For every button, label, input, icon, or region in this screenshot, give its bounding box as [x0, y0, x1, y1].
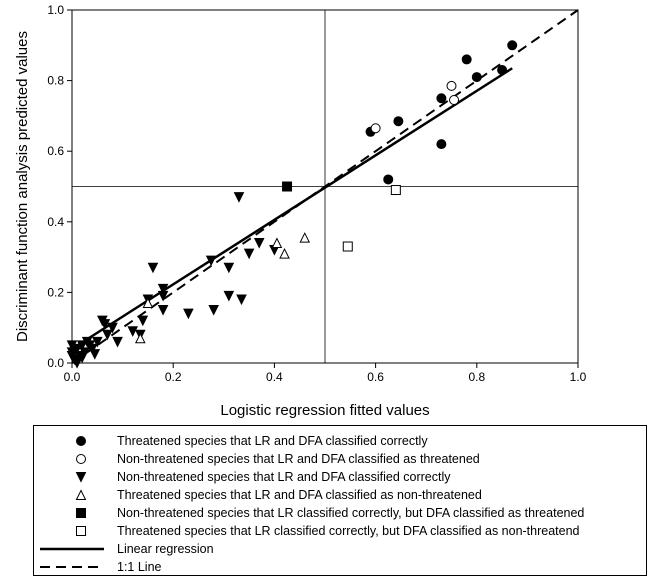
data-point — [205, 255, 217, 267]
legend-marker — [75, 472, 87, 483]
data-point — [89, 349, 101, 360]
y-tick-label: 0.0 — [47, 356, 64, 370]
data-point — [436, 139, 447, 150]
legend-label: Threatened species that LR and DFA class… — [117, 434, 428, 448]
series-5 — [282, 181, 293, 192]
data-point — [127, 326, 139, 337]
data-point — [112, 336, 123, 348]
legend-symbol — [75, 472, 87, 483]
data-point — [271, 237, 283, 248]
data-point — [446, 80, 457, 91]
x-tick-label: 0.8 — [468, 370, 485, 384]
data-point — [370, 123, 381, 134]
data-point — [223, 262, 235, 274]
data-point — [71, 343, 83, 355]
data-point — [243, 248, 255, 260]
data-point — [393, 116, 404, 127]
legend-label: Non-threatened species that LR and DFA c… — [117, 470, 451, 484]
data-point — [253, 237, 265, 249]
legend-marker — [75, 489, 87, 500]
legend-symbol — [40, 566, 104, 568]
data-point — [157, 283, 169, 295]
data-point — [137, 315, 149, 327]
data-point — [449, 95, 460, 106]
legend-label: Non-threatened species that LR and DFA c… — [117, 452, 480, 466]
y-tick-label: 0.6 — [47, 144, 64, 158]
legend-symbol — [75, 489, 87, 500]
series-4 — [135, 232, 311, 344]
data-point — [183, 308, 194, 320]
legend-symbol — [40, 547, 104, 551]
x-tick-label: 0.4 — [266, 370, 283, 384]
x-tick-label: 0.6 — [367, 370, 384, 384]
data-point — [236, 294, 247, 306]
legend-label: Threatened species that LR and DFA class… — [117, 488, 482, 502]
x-tick-label: 0.2 — [165, 370, 182, 384]
legend-label: Threatened species that LR classified co… — [117, 524, 580, 538]
data-point — [91, 336, 103, 348]
y-tick-label: 0.8 — [47, 74, 64, 88]
chart-svg: 0.00.0 0.2 0.2 0.4 0.4 0.6 0.6 0.8 0.8 1.0 1.0 Logi… — [14, 3, 587, 419]
scatter-chart: 0.0 0.0 0.2 0.2 0.4 0.4 0.6 0.6 0.8 0.8 1.0 1.0 Logi… — [14, 3, 587, 419]
legend-label: Linear regression — [117, 542, 214, 556]
y-axis-label: Discriminant function analysis predicted… — [14, 31, 31, 342]
series-1 — [365, 40, 518, 185]
data-point — [86, 343, 98, 355]
data-point — [471, 72, 482, 83]
series-2 — [370, 80, 460, 134]
legend-item: Threatened species that LR classified co… — [34, 522, 646, 540]
legend-marker — [76, 454, 86, 464]
data-point — [342, 241, 353, 252]
legend-symbol — [76, 436, 86, 446]
legend-item: Non-threatened species that LR and DFA c… — [34, 450, 646, 468]
legend: Threatened species that LR and DFA class… — [33, 425, 647, 576]
legend-item: Threatened species that LR and DFA class… — [34, 432, 646, 450]
legend-label: Non-threatened species that LR classifie… — [117, 506, 585, 520]
legend-marker — [76, 436, 86, 446]
data-point — [223, 290, 235, 302]
data-point — [383, 174, 394, 185]
data-point — [79, 347, 90, 359]
data-point — [99, 319, 111, 330]
legend-symbol — [76, 508, 86, 518]
data-point — [461, 54, 472, 65]
legend-item: Threatened species that LR and DFA class… — [34, 486, 646, 504]
x-tick-label: 1.0 — [570, 370, 587, 384]
data-point — [299, 232, 311, 243]
data-point — [157, 290, 169, 302]
identity-line — [71, 9, 579, 364]
x-axis-label: Logistic regression fitted values — [220, 402, 429, 419]
y-tick-label: 0.2 — [47, 285, 64, 299]
x-tick-label: 0.0 — [64, 370, 81, 384]
legend-symbol — [76, 454, 86, 464]
series-6 — [342, 185, 401, 252]
series-3 — [66, 192, 280, 369]
data-point — [233, 192, 245, 203]
legend-marker — [76, 508, 86, 518]
data-point — [436, 93, 447, 104]
data-point — [507, 40, 518, 51]
regression-line — [71, 67, 513, 350]
data-point — [107, 322, 118, 334]
data-point — [142, 297, 154, 308]
data-point — [135, 332, 146, 344]
data-point — [157, 305, 169, 316]
legend-item: Linear regression — [34, 540, 646, 558]
data-point — [76, 340, 88, 351]
legend-item: Non-threatened species that LR classifie… — [34, 504, 646, 522]
data-point — [147, 262, 159, 274]
legend-marker — [76, 526, 86, 536]
legend-item: Non-threatened species that LR and DFA c… — [34, 468, 646, 486]
legend-item: 1:1 Line — [34, 558, 646, 576]
data-point — [390, 185, 401, 196]
data-point — [282, 181, 293, 192]
data-point — [102, 329, 113, 341]
y-tick-label: 1.0 — [47, 3, 64, 17]
data-point — [279, 247, 290, 259]
y-tick-label: 0.4 — [47, 215, 64, 229]
data-point — [497, 65, 508, 76]
legend-symbol — [76, 526, 86, 536]
legend-label: 1:1 Line — [117, 560, 162, 574]
data-point — [208, 305, 219, 316]
